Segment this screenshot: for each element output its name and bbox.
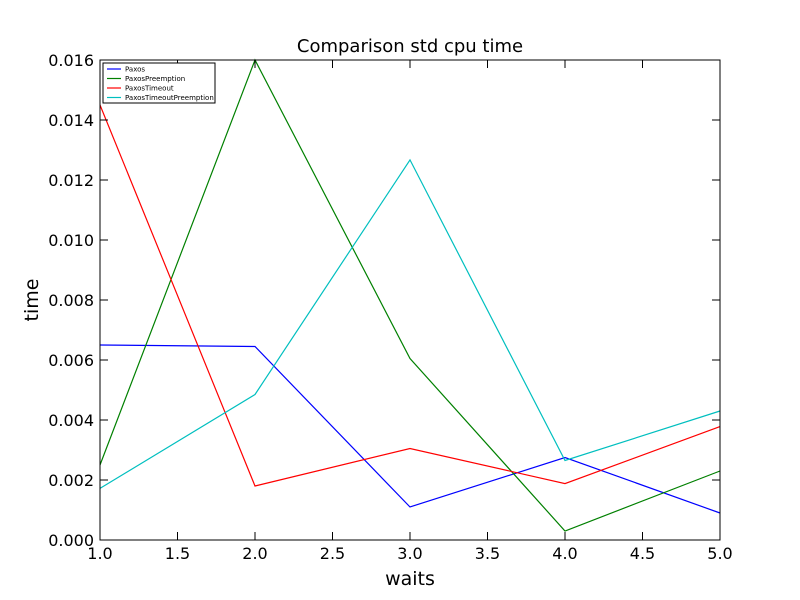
- y-tick-label: 0.016: [48, 51, 94, 70]
- legend-label: PaxosTimeoutPreemption: [125, 94, 214, 102]
- y-tick-label: 0.004: [48, 411, 94, 430]
- y-tick-label: 0.002: [48, 471, 94, 490]
- chart-title: Comparison std cpu time: [297, 36, 523, 57]
- legend-label: PaxosTimeout: [125, 85, 174, 93]
- y-tick-label: 0.008: [48, 291, 94, 310]
- x-tick-label: 2.5: [320, 544, 345, 563]
- y-tick-label: 0.000: [48, 531, 94, 550]
- legend-label: PaxosPreemption: [125, 75, 185, 83]
- x-tick-label: 5.0: [707, 544, 732, 563]
- x-tick-label: 1.5: [165, 544, 190, 563]
- y-tick-label: 0.006: [48, 351, 94, 370]
- y-tick-label: 0.014: [48, 111, 94, 130]
- series-line-paxostimeoutpreemption: [99, 158, 721, 489]
- ticks-layer: 1.0 1.5 2.0 2.5 3.0 3.5 4.0 4.5 5.0 0.000 0.002 0.0…: [48, 51, 733, 563]
- x-tick-label: 2.0: [242, 544, 267, 563]
- x-axis-title: waits: [385, 568, 435, 590]
- plot-frame: [99, 59, 721, 541]
- legend-label: Paxos: [125, 66, 145, 74]
- y-tick-label: 0.010: [48, 231, 94, 250]
- x-tick-label: 4.0: [552, 544, 577, 563]
- series-layer: [99, 58, 721, 532]
- series-line-paxostimeout: [99, 104, 721, 487]
- y-tick-label: 0.012: [48, 171, 94, 190]
- y-axis-title: time: [21, 279, 43, 322]
- x-tick-label: 3.0: [397, 544, 422, 563]
- x-tick-label: 4.5: [630, 544, 655, 563]
- series-line-paxospreemption: [99, 58, 721, 532]
- x-tick-label: 1.0: [87, 544, 112, 563]
- x-tick-label: 3.5: [475, 544, 500, 563]
- legend-box: [102, 62, 216, 104]
- series-line-paxos: [99, 344, 721, 514]
